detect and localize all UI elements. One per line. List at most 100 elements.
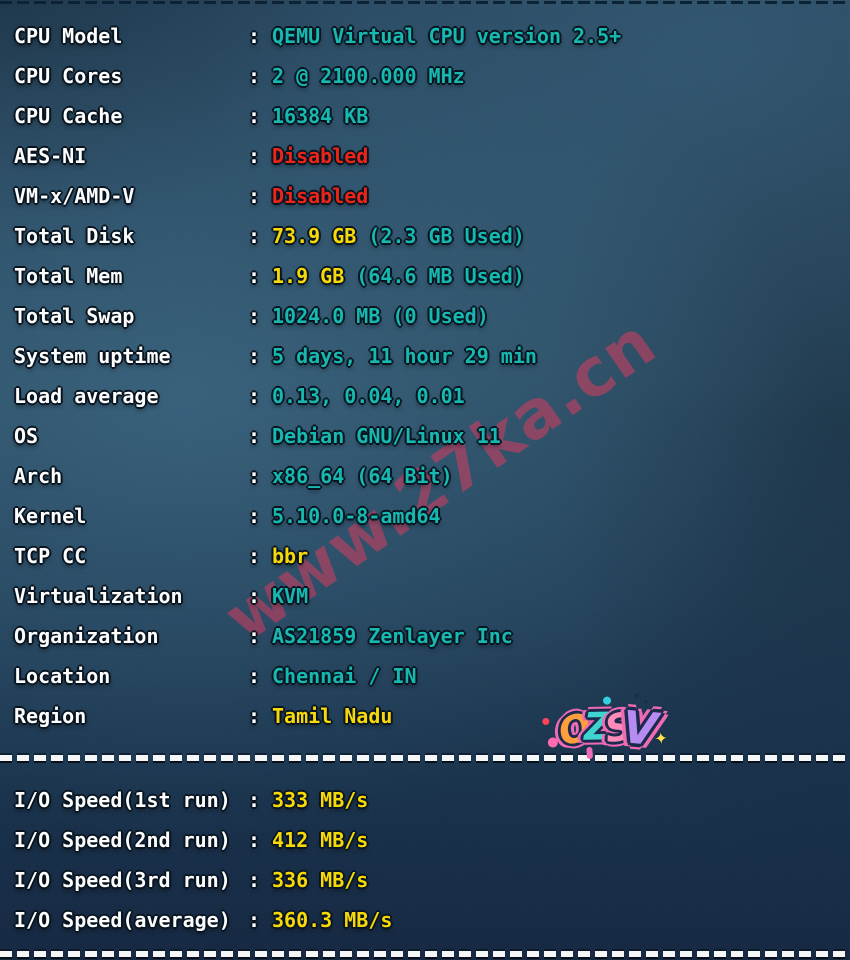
info-row: VM-x/AMD-V: Disabled — [0, 176, 850, 216]
info-row: System uptime:5 days, 11 hour 29 min — [0, 336, 850, 376]
row-colon: : — [248, 104, 261, 128]
row-label: System uptime — [14, 344, 171, 368]
row-value: 336 MB/s — [272, 868, 369, 892]
row-value: 1024.0 MB (0 Used) — [272, 304, 489, 328]
row-value: AS21859 Zenlayer Inc — [272, 624, 513, 648]
row-label: Organization — [14, 624, 159, 648]
row-label: I/O Speed(3rd run) — [14, 868, 231, 892]
row-colon: : — [248, 384, 261, 408]
ozsv-logo: OZSV ✦ — [542, 693, 668, 761]
row-value: 412 MB/s — [272, 828, 369, 852]
row-colon: : — [248, 304, 261, 328]
row-colon: : — [248, 704, 261, 728]
row-value: bbr — [272, 544, 309, 568]
info-row: Organization: AS21859 Zenlayer Inc — [0, 616, 850, 656]
info-row: CPU Model: QEMU Virtual CPU version 2.5+ — [0, 16, 850, 56]
ozsv-logo-text: OZSV — [554, 699, 652, 757]
info-row: I/O Speed(average):360.3 MB/s — [0, 900, 850, 940]
row-label: CPU Cores — [14, 64, 123, 88]
row-label: I/O Speed(1st run) — [14, 788, 231, 812]
info-row: CPU Cores:2 @ 2100.000 MHz — [0, 56, 850, 96]
row-colon: : — [248, 64, 261, 88]
row-label: CPU Cache — [14, 104, 123, 128]
io-speed-rows: I/O Speed(1st run):333 MB/s I/O Speed(2nd… — [0, 780, 850, 940]
row-label: Load average — [14, 384, 159, 408]
bottom-dashed-separator — [0, 951, 850, 957]
info-row: Arch: x86_64 (64 Bit) — [0, 456, 850, 496]
row-value: 0.13, 0.04, 0.01 — [272, 384, 465, 408]
info-row: I/O Speed(1st run):333 MB/s — [0, 780, 850, 820]
row-colon: : — [248, 544, 261, 568]
info-row: OS: Debian GNU/Linux 11 — [0, 416, 850, 456]
row-label: AES-NI — [14, 144, 87, 168]
row-colon: : — [248, 144, 261, 168]
row-value: Chennai / IN — [272, 664, 417, 688]
top-dashed-separator — [0, 1, 850, 4]
row-label: Total Swap — [14, 304, 135, 328]
info-row: I/O Speed(3rd run):336 MB/s — [0, 860, 850, 900]
row-value: x86_64 (64 Bit) — [272, 464, 453, 488]
row-value: Disabled — [272, 184, 369, 208]
row-colon: : — [248, 504, 261, 528]
row-value-extra: (2.3 GB Used) — [368, 224, 525, 248]
row-value: Disabled — [272, 144, 369, 168]
row-value: 5.10.0-8-amd64 — [272, 504, 441, 528]
info-row: CPU Cache:16384 KB — [0, 96, 850, 136]
row-label: Region — [14, 704, 87, 728]
row-label: I/O Speed(average) — [14, 908, 231, 932]
row-label: Kernel — [14, 504, 87, 528]
row-label: TCP CC — [14, 544, 87, 568]
row-value: 360.3 MB/s — [272, 908, 393, 932]
row-colon: : — [248, 908, 261, 932]
info-row: Load average:0.13, 0.04, 0.01 — [0, 376, 850, 416]
info-row: Location: Chennai / IN — [0, 656, 850, 696]
info-row: Virtualization: KVM — [0, 576, 850, 616]
info-row: Total Disk:73.9 GB (2.3 GB Used) — [0, 216, 850, 256]
row-label: Total Mem — [14, 264, 123, 288]
row-value: 73.9 GB — [272, 224, 357, 248]
row-label: Arch — [14, 464, 63, 488]
row-colon: : — [248, 464, 261, 488]
row-colon: : — [248, 184, 261, 208]
row-value: 16384 KB — [272, 104, 369, 128]
row-value: 333 MB/s — [272, 788, 369, 812]
info-row: AES-NI: Disabled — [0, 136, 850, 176]
sysinfo-rows: CPU Model: QEMU Virtual CPU version 2.5+ C… — [0, 16, 850, 736]
info-row: Total Swap:1024.0 MB (0 Used) — [0, 296, 850, 336]
row-label: Total Disk — [14, 224, 135, 248]
row-value: QEMU Virtual CPU version 2.5+ — [272, 24, 622, 48]
row-colon: : — [248, 424, 261, 448]
row-colon: : — [248, 224, 261, 248]
row-colon: : — [248, 664, 261, 688]
row-colon: : — [248, 828, 261, 852]
row-colon: : — [248, 584, 261, 608]
row-value: KVM — [272, 584, 309, 608]
row-colon: : — [248, 344, 261, 368]
row-colon: : — [248, 624, 261, 648]
row-label: I/O Speed(2nd run) — [14, 828, 231, 852]
row-colon: : — [248, 868, 261, 892]
logo-sparkle-icon: ✦ — [653, 728, 669, 749]
logo-pink-blob-icon — [547, 737, 559, 748]
row-value: 5 days, 11 hour 29 min — [272, 344, 537, 368]
row-label: Location — [14, 664, 111, 688]
row-value: 2 @ 2100.000 MHz — [272, 64, 465, 88]
row-colon: : — [248, 788, 261, 812]
dashed-separator — [0, 755, 850, 761]
info-row: Total Mem:1.9 GB (64.6 MB Used) — [0, 256, 850, 296]
row-colon: : — [248, 264, 261, 288]
row-value: Tamil Nadu — [272, 704, 393, 728]
row-label: OS — [14, 424, 39, 448]
row-label: VM-x/AMD-V — [14, 184, 135, 208]
row-label: Virtualization — [14, 584, 183, 608]
row-colon: : — [248, 24, 261, 48]
info-row: TCP CC: bbr — [0, 536, 850, 576]
info-row: Region: Tamil Nadu — [0, 696, 850, 736]
row-value: Debian GNU/Linux 11 — [272, 424, 501, 448]
row-value-extra: (64.6 MB Used) — [356, 264, 525, 288]
logo-letter: V — [620, 701, 652, 756]
row-value: 1.9 GB — [272, 264, 345, 288]
row-label: CPU Model — [14, 24, 123, 48]
